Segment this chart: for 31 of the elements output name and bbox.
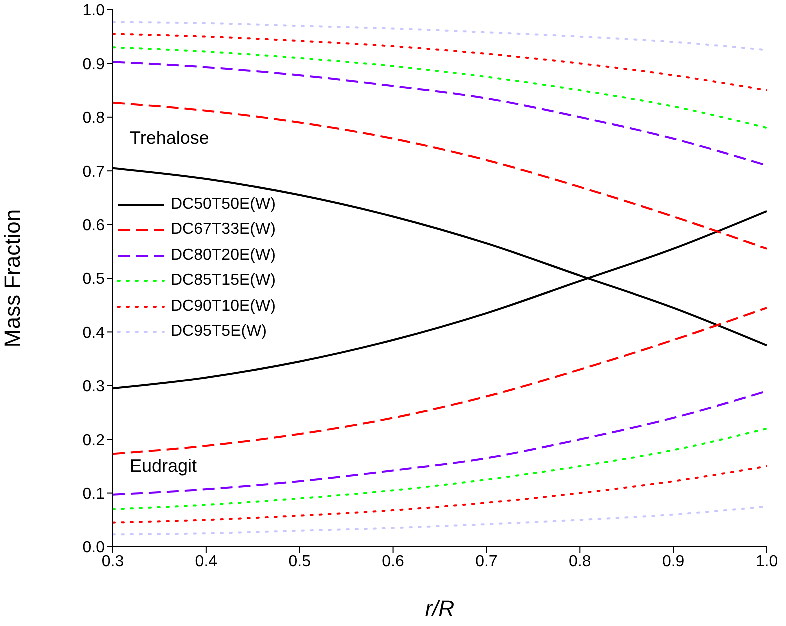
legend-label: DC90T10E(W) [171, 298, 276, 316]
line-series [113, 102, 767, 250]
x-tick-label: 0.9 [662, 553, 685, 570]
x-tick-label: 1.0 [756, 553, 778, 570]
legend-label: DC95T5E(W) [171, 323, 268, 342]
legend-label: DC67T33E(W) [171, 221, 276, 240]
y-tick-label: 0.6 [82, 217, 106, 234]
y-tick-label: 0.9 [82, 56, 106, 74]
y-axis-title: Mass Fraction [0, 209, 25, 348]
line-series [113, 46, 767, 130]
x-tick-label: 0.7 [476, 553, 498, 570]
annotation: Trehalose [130, 128, 210, 149]
y-tick-label: 0.1 [82, 486, 106, 503]
x-tick-label: 0.6 [382, 553, 405, 570]
y-tick-label: 1.0 [82, 2, 106, 20]
legend-label: DC50T50E(W) [171, 196, 276, 214]
y-tick-label: 0.7 [82, 164, 106, 181]
x-tick-label: 0.5 [288, 553, 312, 570]
legend-label: DC80T20E(W) [171, 246, 276, 265]
y-tick-label: 0.2 [82, 432, 106, 450]
x-tick-label: 0.8 [569, 553, 592, 570]
x-axis-title: r/R [425, 596, 455, 621]
y-tick-label: 0.4 [82, 324, 106, 342]
line-series [113, 33, 767, 92]
y-tick-label: 0.3 [82, 378, 106, 396]
x-tick-label: 0.4 [195, 553, 218, 570]
y-tick-label: 0.8 [82, 110, 106, 128]
legend-label: DC85T15E(W) [171, 272, 276, 290]
annotation: Eudragit [130, 456, 198, 477]
y-tick-label: 0.5 [82, 271, 106, 288]
line-series [113, 428, 767, 510]
